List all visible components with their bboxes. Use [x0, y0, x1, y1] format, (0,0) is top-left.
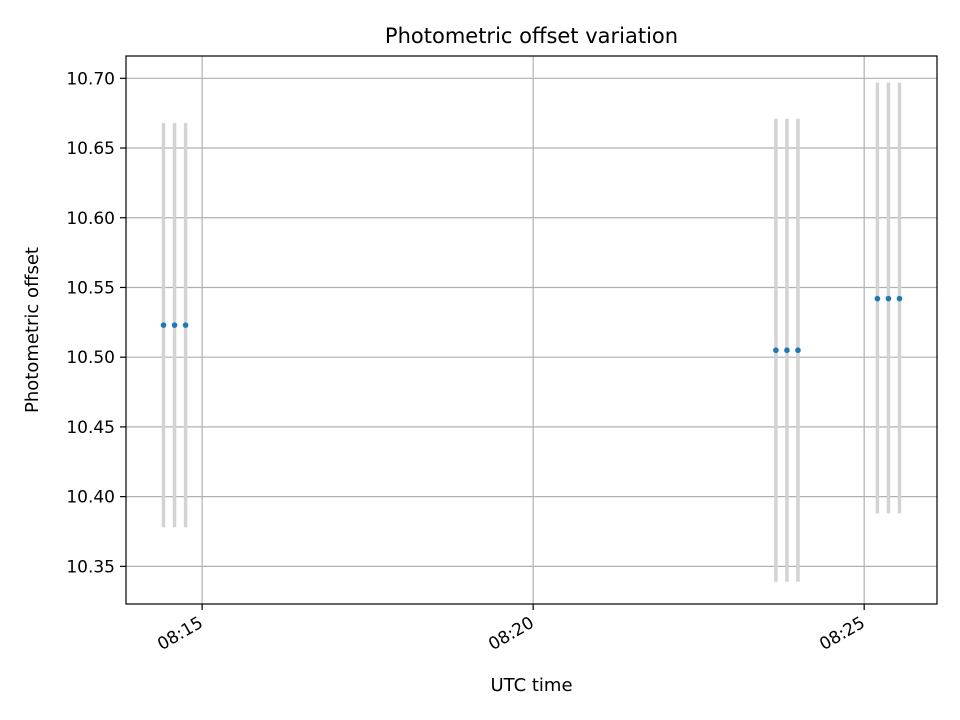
- y-tick-label: 10.40: [66, 488, 115, 508]
- y-tick-label: 10.55: [66, 278, 115, 298]
- y-tick-label: 10.50: [66, 348, 115, 368]
- y-axis-label: Photometric offset: [22, 247, 43, 413]
- y-axis-ticks: 10.35 10.40 10.45 10.50 10.55 10.60 10.65 10.70: [66, 69, 126, 577]
- data-point: [885, 295, 892, 302]
- data-point: [182, 322, 189, 328]
- data-point: [896, 295, 903, 302]
- y-tick-label: 10.35: [66, 557, 115, 577]
- plot-frame: [125, 55, 938, 605]
- grid: [126, 56, 937, 604]
- y-tick-label: 10.65: [66, 139, 115, 159]
- chart-title: Photometric offset variation: [385, 24, 678, 48]
- x-axis-label: UTC time: [490, 675, 572, 696]
- data-point: [171, 322, 178, 328]
- data-point: [874, 295, 881, 302]
- data-point: [773, 347, 779, 354]
- data-point: [784, 347, 790, 354]
- y-tick-label: 10.45: [66, 418, 115, 438]
- data-point: [160, 322, 167, 328]
- data-point: [795, 347, 801, 354]
- y-tick-label: 10.60: [66, 209, 115, 229]
- y-tick-label: 10.70: [66, 69, 115, 89]
- data-points: [160, 295, 903, 354]
